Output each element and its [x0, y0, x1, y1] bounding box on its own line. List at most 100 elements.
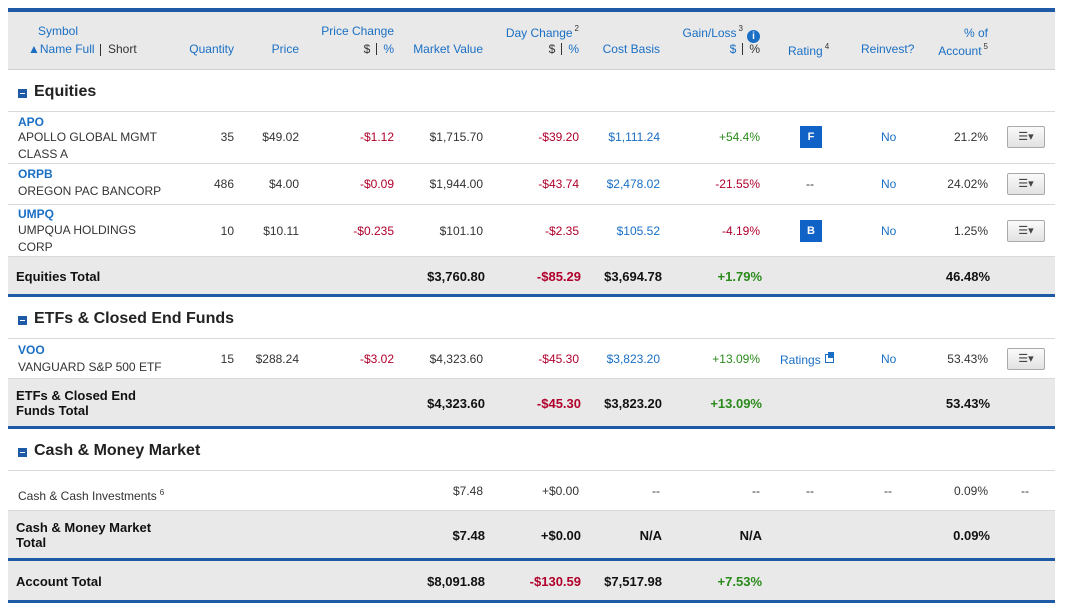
header-account[interactable]: Account 5 [938, 42, 988, 58]
total-label: Equities Total [16, 269, 101, 284]
security-name: APOLLO GLOBAL MGMT [18, 130, 157, 144]
pc-dollar[interactable]: $ [363, 42, 371, 56]
table-row: UMPQ UMPQUA HOLDINGS CORP 10 $10.11 -$0.… [8, 205, 1055, 257]
row-menu-button[interactable]: ☰▾ [1007, 348, 1045, 370]
percent-of-account: 21.2% [953, 130, 988, 144]
dc-dollar[interactable]: $ [548, 42, 556, 56]
table-row: APO APOLLO GLOBAL MGMT CLASS A 35 $49.02… [8, 112, 1055, 164]
row-menu-button[interactable]: ☰▾ [1007, 173, 1045, 195]
divider [100, 44, 101, 56]
header-rating[interactable]: Rating 4 [788, 42, 829, 58]
section-title: Cash & Money Market [34, 442, 201, 459]
menu-none: -- [1021, 484, 1029, 498]
total-percent: 0.09% [953, 528, 990, 543]
total-label: Account Total [16, 574, 102, 589]
total-day-change: -$130.59 [529, 574, 581, 589]
table-row: Cash & Cash Investments 6 $7.48 +$0.00 --… [8, 471, 1055, 511]
security-name: UMPQUA HOLDINGS [18, 223, 137, 237]
reinvest-link[interactable]: No [881, 177, 897, 191]
footnote-4: 4 [824, 42, 830, 51]
market-value: $4,323.60 [429, 352, 483, 366]
ratings-link[interactable]: Ratings [780, 352, 834, 367]
pc-percent[interactable]: % [383, 42, 394, 56]
header-pct-of[interactable]: % of [963, 26, 988, 40]
dc-percent[interactable]: % [568, 42, 579, 56]
reinvest-link[interactable]: No [881, 130, 897, 144]
cost-basis-link[interactable]: $2,478.02 [606, 177, 660, 191]
header-day-change[interactable]: Day Change 2 [506, 24, 579, 40]
rating-badge[interactable]: F [800, 126, 822, 148]
quantity: 35 [220, 130, 234, 144]
total-label-line2: Total [16, 535, 47, 550]
quantity: 486 [213, 177, 234, 191]
table-row: VOO VANGUARD S&P 500 ETF 15 $288.24 -$3.… [8, 339, 1055, 379]
rating-badge[interactable]: B [800, 220, 822, 242]
quantity: 10 [220, 224, 234, 238]
footnote-5: 5 [983, 42, 988, 51]
collapse-icon[interactable] [18, 448, 27, 457]
security-name-line2: CORP [18, 240, 53, 254]
percent-of-account: 0.09% [953, 484, 988, 498]
total-day-change: -$85.29 [536, 269, 581, 284]
symbol-link[interactable]: UMPQ [18, 207, 54, 221]
market-value: $1,944.00 [429, 177, 483, 191]
collapse-icon[interactable] [18, 316, 27, 325]
gain-loss-label: Gain/Loss [682, 26, 737, 40]
cost-basis-link[interactable]: $1,111.24 [608, 130, 660, 144]
total-label: ETFs & Closed End [16, 388, 136, 403]
sort-short[interactable]: Short [108, 42, 137, 56]
total-cost-basis: $3,823.20 [604, 396, 662, 411]
footnote-2: 2 [574, 24, 579, 33]
day-change: -$45.30 [538, 352, 579, 366]
day-change: -$39.20 [538, 130, 579, 144]
sort-name-full[interactable]: ▲Name Full [28, 42, 95, 56]
cost-basis: -- [652, 484, 660, 498]
reinvest-link[interactable]: No [881, 352, 897, 366]
row-menu-button[interactable]: ☰▾ [1007, 126, 1045, 148]
total-cost-basis: $3,694.78 [604, 269, 662, 284]
table-row: ORPB OREGON PAC BANCORP 486 $4.00 -$0.09… [8, 164, 1055, 205]
total-gain-loss: +7.53% [717, 574, 762, 589]
total-gain-loss: N/A [739, 528, 762, 543]
price: $10.11 [263, 224, 299, 238]
header-market-value[interactable]: Market Value [413, 42, 483, 56]
account-label: Account [938, 44, 982, 58]
header-gain-loss[interactable]: Gain/Loss 3i [683, 24, 760, 43]
reinvest-link[interactable]: No [881, 224, 897, 238]
symbol-link[interactable]: APO [18, 115, 45, 129]
total-percent: 53.43% [945, 396, 990, 411]
gl-percent[interactable]: % [749, 42, 760, 56]
price-change: -$0.235 [353, 224, 394, 238]
total-cost-basis: N/A [639, 528, 662, 543]
row-menu-button[interactable]: ☰▾ [1007, 220, 1045, 242]
account-total-row: Account Total $8,091.88 -$130.59 $7,517.… [8, 561, 1055, 603]
collapse-icon[interactable] [18, 89, 27, 98]
section-equities: Equities [8, 70, 1055, 112]
header-cost-basis[interactable]: Cost Basis [602, 42, 660, 56]
header-price[interactable]: Price [271, 42, 299, 56]
footnote-3: 3 [738, 24, 743, 33]
info-icon[interactable]: i [747, 30, 760, 43]
symbol-link[interactable]: ORPB [18, 167, 53, 181]
price-change: -$1.12 [359, 130, 394, 144]
day-change: +$0.00 [541, 484, 579, 498]
cost-basis-link[interactable]: $105.52 [616, 224, 660, 238]
cash-label: Cash & Cash Investments 6 [18, 484, 164, 505]
positions-table: Symbol ▲Name Full Short Quantity Price P… [8, 8, 1055, 603]
header-price-change[interactable]: Price Change [321, 24, 394, 38]
header-reinvest[interactable]: Reinvest? [861, 42, 915, 56]
cash-label-text: Cash & Cash Investments [18, 489, 157, 503]
equities-total-row: Equities Total $3,760.80 -$85.29 $3,694.… [8, 257, 1055, 297]
symbol-link[interactable]: VOO [18, 343, 45, 357]
etfs-total-row: ETFs & Closed End Funds Total $4,323.60 … [8, 379, 1055, 429]
gl-dollar[interactable]: $ [729, 42, 737, 56]
total-market-value: $3,760.80 [427, 269, 485, 284]
quantity: 15 [220, 352, 234, 366]
cost-basis-link[interactable]: $3,823.20 [606, 352, 660, 366]
header-symbol[interactable]: Symbol [38, 24, 79, 38]
section-title: ETFs & Closed End Funds [34, 310, 235, 327]
header-quantity[interactable]: Quantity [189, 42, 234, 56]
footnote-6: 6 [159, 488, 165, 497]
total-market-value: $4,323.60 [427, 396, 485, 411]
top-border [8, 8, 1055, 12]
